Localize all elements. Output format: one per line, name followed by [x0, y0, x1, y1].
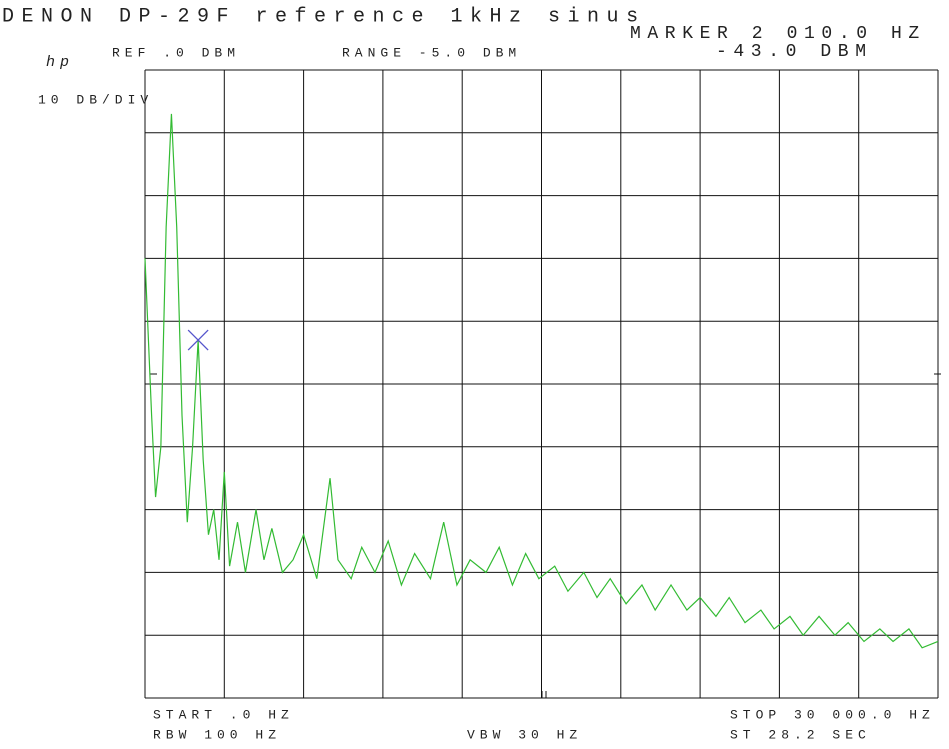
marker-stroke	[187, 329, 209, 351]
brand: hp	[46, 54, 74, 71]
marker-level: -43.0 DBM	[716, 42, 873, 62]
start: START .0 HZ	[153, 707, 294, 722]
sweep: ST 28.2 SEC	[730, 727, 871, 742]
marker	[187, 329, 209, 351]
vbw: VBW 30 HZ	[467, 727, 582, 742]
rbw: RBW 100 HZ	[153, 727, 281, 742]
scale: 10 DB/DIV	[38, 92, 153, 107]
stop: STOP 30 000.0 HZ	[730, 707, 935, 722]
trace	[144, 113, 939, 649]
chart-title: DENON DP-29F reference 1kHz sinus	[2, 5, 646, 28]
reference: REF .0 DBM	[112, 45, 240, 60]
range: RANGE -5.0 DBM	[342, 45, 521, 60]
marker-label: MARKER 2 010.0 HZ	[630, 24, 926, 44]
